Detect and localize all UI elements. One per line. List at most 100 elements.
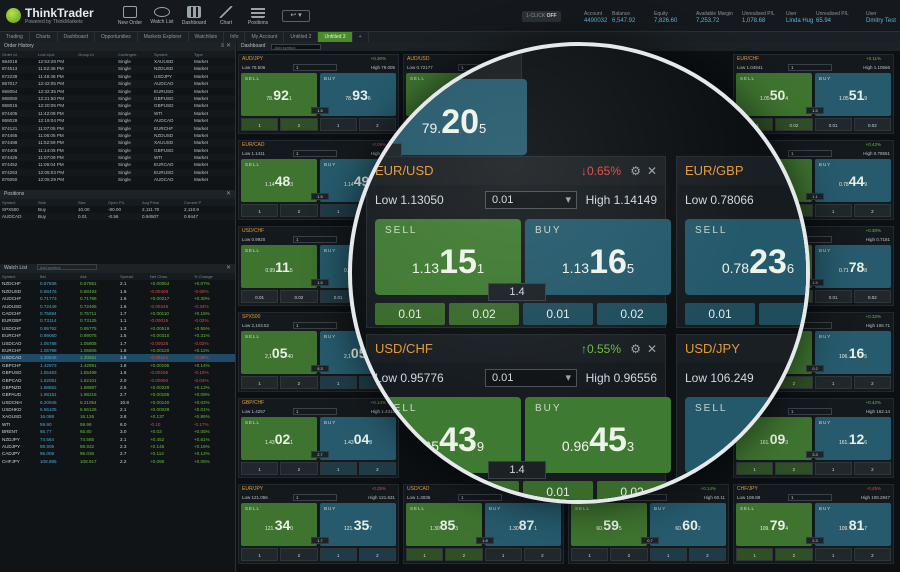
quick-volume-button[interactable]: 1 [571,548,609,561]
column-header[interactable]: Ask [80,274,87,280]
table-row[interactable]: 864018 12:53:28 PM Single XAUUSD Market [0,58,235,65]
watchlist-row[interactable]: BRENT 65.77 65.80 3.0 +0.03 +0.05% [0,428,235,435]
quick-volume-button[interactable] [759,303,806,325]
column-header[interactable]: Spread [120,274,133,280]
tab-0[interactable]: Trading [0,32,30,42]
buy-button[interactable]: BUY 79.205 [381,79,527,155]
quick-volume-button[interactable]: 1 [319,462,357,475]
sell-button[interactable]: SELL 121.340 [241,503,317,546]
quick-volume-button[interactable]: 2 [688,548,726,561]
positions-button[interactable]: Positions [242,5,274,26]
quick-volume-button[interactable]: 2 [853,204,891,217]
quick-volume-button[interactable]: 1 [241,462,279,475]
close-icon[interactable]: ✕ [646,342,657,356]
table-row[interactable]: 874121 11:07:05 PM Single EURCHF Market [0,124,235,132]
quick-volume-button[interactable]: 2 [853,462,891,475]
sell-button[interactable]: SELL 1.05504 [736,73,812,116]
watchlist-row[interactable]: XAGUSD 16.088 16.126 3.8 +0.137 +0.86% [0,413,235,420]
table-row[interactable]: 874513 11:52:36 PM Single NZDUSD Market [0,65,235,73]
watchlist-row[interactable]: EURCHF 0.99060 0.99075 1.5 +0.00310 +0.31% [0,332,235,339]
column-header[interactable]: Symbol [2,274,16,280]
column-header[interactable]: Symbol [2,199,16,205]
table-row[interactable]: 868029 12:19:04 PM Single AUDCAD Market [0,117,235,124]
buy-button[interactable]: BUY 106.165 [815,331,891,374]
watchlist-row[interactable]: GBPAUD 1.98191 1.98218 2.7 +0.00185 +0.09% [0,391,235,398]
table-row[interactable]: 872239 11:48:46 PM Single USDJPY Market [0,73,235,80]
table-row[interactable]: 868050 12:21:50 PM Single GBPUSD Market [0,94,235,103]
quick-volume-button[interactable]: 1 [406,548,444,561]
quick-volume-button[interactable]: 0.01 [814,290,852,303]
quick-volume-button[interactable]: 2 [280,548,318,561]
close-icon[interactable]: ✕ [225,265,231,272]
watchlist-row[interactable]: AUDUSD 0.72449 0.72465 1.6 -0.00246 -0.34% [0,303,235,310]
column-header[interactable]: Size [78,199,86,205]
column-header[interactable]: Side [38,199,47,205]
dashboard-add-symbol-input[interactable]: Add symbol [271,43,322,50]
sell-button[interactable]: SELL [685,397,806,473]
quick-volume-button[interactable]: 0.01 [375,481,445,500]
sell-button[interactable]: SELL 60.595 [571,503,647,546]
volume-select[interactable]: 0.01 [485,191,577,209]
buy-button[interactable]: BUY 60.602 [650,503,726,546]
quick-volume-button[interactable]: 0.02 [597,303,667,325]
column-header[interactable]: Avg Price [142,199,160,205]
buy-button[interactable]: BUY 121.357 [320,503,396,546]
sell-button[interactable]: SELL 2,10540 [241,331,317,374]
table-row[interactable]: 867017 12:42:05 PM Single AUDCAD Market [0,80,235,88]
close-icon[interactable]: ✕ [646,164,657,178]
quick-volume-button[interactable]: 2 [445,548,483,561]
quick-volume-button[interactable]: 2 [853,376,891,389]
quick-volume-button[interactable]: 2 [280,204,318,217]
buy-button[interactable]: BUY 1.30871 [485,503,561,546]
watchlist-row[interactable]: USDCAD 1.30545 1.30561 1.6 -0.00113 -0.09% [0,354,235,362]
column-header[interactable]: % Change [194,274,213,280]
column-header[interactable]: Bid [40,274,46,280]
column-header[interactable]: Type [194,52,203,57]
quick-volume-button[interactable]: 0.01 [814,118,852,131]
volume-select[interactable]: 1 [293,64,337,71]
column-header[interactable]: Open P/L [108,199,125,205]
watchlist-row[interactable]: NZDUSD 0.68476 0.68493 1.6 -0.00406 -0.60% [0,288,235,295]
volume-select[interactable]: 1 [293,322,337,329]
buy-button[interactable]: BUY 0.71788 [815,245,891,288]
watchlist-row[interactable]: AUDJPY 88.909 88.932 2.3 +0.145 +0.16% [0,443,235,450]
quick-volume-button[interactable]: 1 [241,376,279,389]
watchlist-row[interactable]: USDCNH 6.20946 6.21054 10.8 +0.00140 +0.02% [0,399,235,406]
quick-volume-button[interactable]: 0.02 [280,290,318,303]
watchlist-add-symbol-input[interactable]: Add symbol [36,264,97,271]
volume-select[interactable]: 1 [293,494,337,501]
quick-volume-button[interactable]: 0.02 [449,481,519,500]
watchlist-row[interactable]: EURGBP 0.73114 0.73125 1.1 -0.00015 -0.02% [0,317,235,324]
table-row[interactable]: 874263 12:05:03 PM Single EURUSD Market [0,168,235,177]
sell-button[interactable]: SELL190 [352,79,377,155]
watchlist-row[interactable]: AUDCHF 0.71773 0.71788 1.6 +0.00217 +0.30% [0,295,235,302]
tab-3[interactable]: Opportunities [95,32,138,42]
watch-list-button[interactable]: Watch List [146,6,178,25]
quick-volume-button[interactable]: 1 [484,548,522,561]
volume-select[interactable]: 1 [788,150,832,157]
quick-volume-button[interactable]: 0.01 [241,290,279,303]
sell-button[interactable]: SELL 109.794 [736,503,812,546]
volume-select[interactable]: 1 [293,150,337,157]
table-row[interactable]: SPX500 Buy 10.00 -80.00 2,111.70 2,110.9 [0,206,235,213]
table-row[interactable]: 866054 12:32:35 PM Single EURUSD Market [0,88,235,95]
quick-volume-button[interactable]: 2 [280,118,318,131]
quick-volume-button[interactable]: 0.01 [523,303,593,325]
quick-volume-button[interactable]: 1 [241,548,279,561]
table-row[interactable]: 874465 11:06:05 PM Single NZDUSD Market [0,132,235,139]
sell-button[interactable]: SELL 1.13151 [375,219,521,295]
quick-volume-button[interactable]: 1 [241,204,279,217]
quick-volume-button[interactable]: 0.02 [597,481,667,500]
watchlist-row[interactable]: GBPCAD 1.62081 1.62101 2.0 -0.00060 -0.04% [0,377,235,384]
buy-button[interactable]: BUY 0.78449 [815,159,891,202]
table-row[interactable]: 874405 11:42:09 PM Single WTI Market [0,109,235,118]
tab-6[interactable]: Info [224,32,246,42]
quick-volume-button[interactable]: 2 [610,548,648,561]
column-header[interactable]: Group Id [78,52,94,57]
quick-volume-button[interactable]: 1 [241,118,279,131]
layout-dropdown-button[interactable]: ↩ ▾ [282,9,310,22]
sell-button[interactable]: SELL 1.14483 [241,159,317,202]
quick-volume-button[interactable] [685,481,755,500]
watchlist-row[interactable]: CADJPY 95.009 95.036 2.7 +0.114 +0.12% [0,450,235,457]
close-icon[interactable]: ✕ [225,190,231,197]
